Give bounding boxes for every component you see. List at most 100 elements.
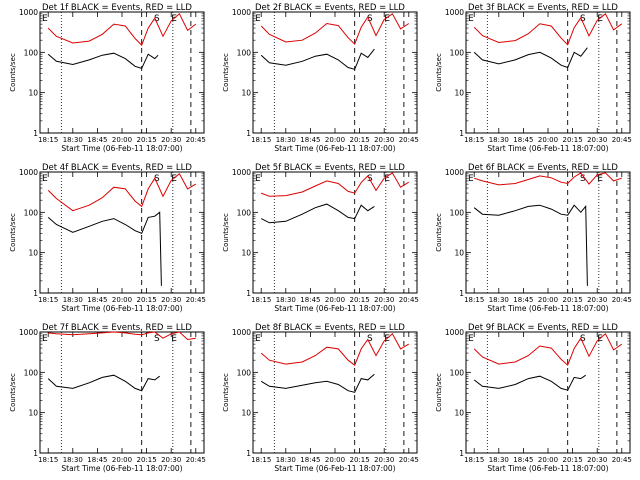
detector-panel: Det 7f BLACK = Events, RED = LLD 1 10 100 10… xyxy=(0,320,213,480)
y-tick-label: 1 xyxy=(246,289,251,298)
panel-svg: Det 9f BLACK = Events, RED = LLD 1 10 100 10… xyxy=(435,323,632,473)
x-axis-label: Start Time (06-Feb-11 18:07:00) xyxy=(61,464,182,473)
events-series-line xyxy=(47,52,159,70)
y-axis-label: Counts/sec xyxy=(222,213,230,252)
y-tick-label: 1 xyxy=(33,289,38,298)
x-tick-label: 20:30 xyxy=(374,136,394,144)
x-tick-label: 20:30 xyxy=(587,296,607,304)
e-marker-label: E xyxy=(255,174,261,184)
x-tick-label: 20:45 xyxy=(186,136,206,144)
x-tick-label: 20:00 xyxy=(538,136,558,144)
panel-title: Det 6f BLACK = Events, RED = LLD xyxy=(468,163,618,173)
lld-series-line xyxy=(473,333,623,367)
lld-series-line xyxy=(47,173,197,212)
x-tick-label: 20:45 xyxy=(612,136,632,144)
x-tick-label: 18:30 xyxy=(276,136,296,144)
x-tick-label: 20:15 xyxy=(137,136,157,144)
x-tick-label: 18:15 xyxy=(38,456,58,464)
e-marker-label: E xyxy=(171,174,177,184)
x-tick-label: 18:45 xyxy=(300,456,320,464)
lld-series-line xyxy=(48,331,196,341)
s-marker-label: S xyxy=(367,334,373,344)
x-tick-label: 18:45 xyxy=(513,296,533,304)
x-tick-label: 20:15 xyxy=(137,296,157,304)
y-tick-label: 1 xyxy=(246,129,251,138)
e-marker-label: E xyxy=(597,14,603,24)
y-axis-label: Counts/sec xyxy=(9,213,17,252)
lld-series-line xyxy=(473,13,623,46)
events-series-line xyxy=(260,48,375,70)
x-tick-label: 18:30 xyxy=(63,136,83,144)
lld-series-line xyxy=(47,12,197,47)
y-tick-label: 1000 xyxy=(445,328,464,337)
plot-frame xyxy=(39,11,205,134)
panel-title: Det 4f BLACK = Events, RED = LLD xyxy=(42,163,192,173)
x-tick-label: 20:00 xyxy=(112,296,132,304)
y-axis-label: Counts/sec xyxy=(222,53,230,92)
x-tick-label: 20:45 xyxy=(399,296,419,304)
y-tick-label: 1000 xyxy=(19,8,38,17)
x-tick-label: 18:30 xyxy=(63,296,83,304)
y-tick-label: 100 xyxy=(24,208,39,217)
x-tick-label: 18:45 xyxy=(87,296,107,304)
y-tick-label: 100 xyxy=(24,368,39,377)
y-tick-label: 10 xyxy=(241,409,251,418)
panel-svg: Det 4f BLACK = Events, RED = LLD 1 10 100 10… xyxy=(9,163,206,313)
y-tick-label: 1 xyxy=(33,129,38,138)
detector-panel: Det 1f BLACK = Events, RED = LLD 1 10 100 10… xyxy=(0,0,213,160)
y-tick-label: 1 xyxy=(459,449,464,458)
x-tick-label: 20:45 xyxy=(612,456,632,464)
panel-svg: Det 5f BLACK = Events, RED = LLD 1 10 100 10… xyxy=(222,163,419,313)
y-tick-label: 100 xyxy=(450,368,465,377)
x-tick-label: 20:00 xyxy=(538,456,558,464)
e-marker-label: E xyxy=(255,14,261,24)
x-tick-label: 20:30 xyxy=(161,456,181,464)
plot-frame xyxy=(465,171,631,294)
x-tick-label: 20:00 xyxy=(325,456,345,464)
s-marker-label: S xyxy=(580,174,586,184)
x-tick-label: 18:30 xyxy=(63,456,83,464)
x-tick-label: 20:00 xyxy=(112,456,132,464)
y-tick-label: 100 xyxy=(237,368,252,377)
e-marker-label: E xyxy=(597,174,603,184)
y-tick-label: 1 xyxy=(33,449,38,458)
lld-series-line xyxy=(260,333,410,366)
plot-frame xyxy=(465,11,631,134)
x-tick-label: 20:15 xyxy=(137,456,157,464)
x-tick-label: 18:15 xyxy=(38,136,58,144)
panel-title: Det 2f BLACK = Events, RED = LLD xyxy=(255,3,405,13)
y-axis-label: Counts/sec xyxy=(9,373,17,412)
s-marker-label: S xyxy=(154,174,160,184)
x-tick-label: 18:15 xyxy=(251,456,271,464)
y-tick-label: 1 xyxy=(459,289,464,298)
events-series-line xyxy=(47,211,162,286)
y-axis-label: Counts/sec xyxy=(435,53,443,92)
panel-title: Det 9f BLACK = Events, RED = LLD xyxy=(468,323,618,333)
x-tick-label: 18:30 xyxy=(489,296,509,304)
y-tick-label: 100 xyxy=(237,48,252,57)
y-tick-label: 100 xyxy=(450,48,465,57)
y-tick-label: 1000 xyxy=(232,168,251,177)
x-tick-label: 20:15 xyxy=(350,296,370,304)
x-tick-label: 20:15 xyxy=(350,456,370,464)
panel-title: Det 5f BLACK = Events, RED = LLD xyxy=(255,163,405,173)
s-marker-label: S xyxy=(367,14,373,24)
detector-panel: Det 3f BLACK = Events, RED = LLD 1 10 100 10… xyxy=(426,0,639,160)
y-tick-label: 1000 xyxy=(19,328,38,337)
x-tick-label: 20:00 xyxy=(538,296,558,304)
events-series-line xyxy=(473,47,588,69)
y-tick-label: 1000 xyxy=(445,168,464,177)
panel-svg: Det 6f BLACK = Events, RED = LLD 1 10 100 10… xyxy=(435,163,632,313)
x-tick-label: 18:15 xyxy=(464,296,484,304)
x-axis-label: Start Time (06-Feb-11 18:07:00) xyxy=(274,144,395,153)
x-tick-label: 18:45 xyxy=(513,136,533,144)
x-tick-label: 18:15 xyxy=(464,456,484,464)
x-tick-label: 18:30 xyxy=(489,456,509,464)
x-tick-label: 20:30 xyxy=(161,136,181,144)
y-tick-label: 10 xyxy=(454,409,464,418)
plot-frame xyxy=(252,331,418,454)
e-marker-label: E xyxy=(384,14,390,24)
y-tick-label: 10 xyxy=(28,89,38,98)
y-axis-label: Counts/sec xyxy=(435,373,443,412)
y-tick-label: 1000 xyxy=(445,8,464,17)
